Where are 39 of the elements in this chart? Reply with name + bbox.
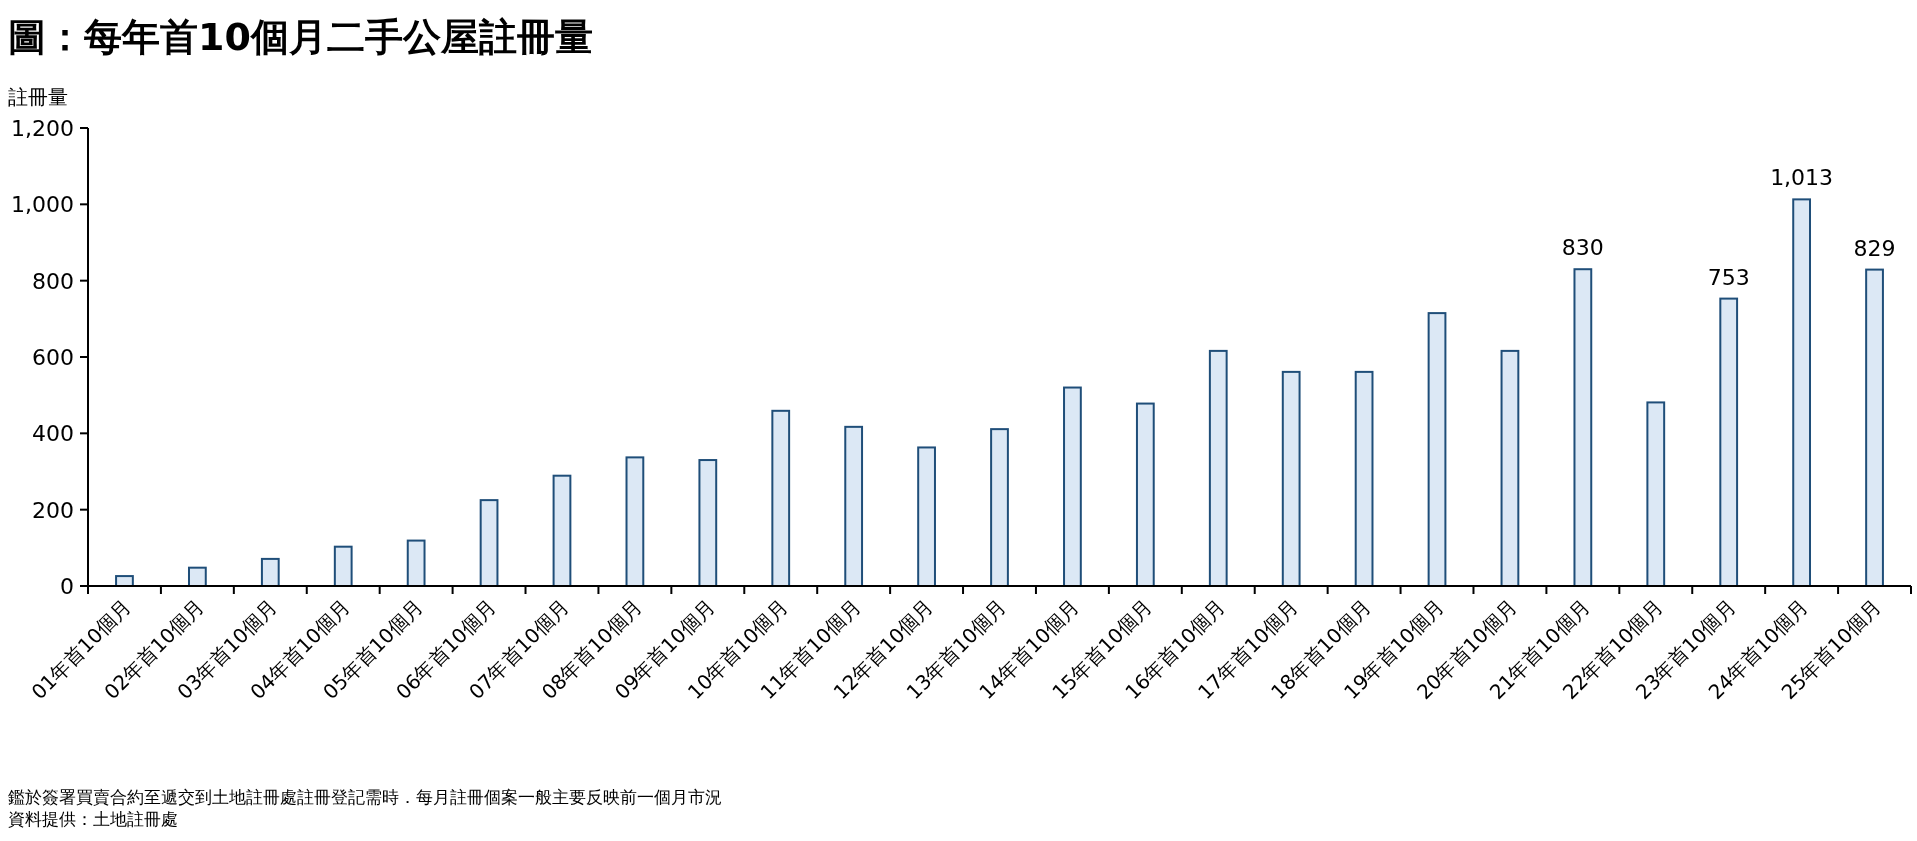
bar — [844, 425, 864, 587]
bar — [1208, 349, 1228, 587]
text: 資料提供：土地註冊處 — [8, 809, 178, 829]
y-tick-label: 800 — [32, 268, 74, 294]
bar — [1427, 312, 1447, 587]
bar — [1865, 268, 1884, 587]
bar — [698, 459, 718, 587]
bar — [1719, 297, 1739, 587]
bar — [1354, 370, 1374, 587]
bar — [1281, 370, 1301, 587]
y-tick-label: 1,000 — [11, 192, 74, 218]
y-tick-label: 200 — [32, 497, 74, 523]
bar — [917, 446, 936, 587]
bar — [1135, 402, 1155, 587]
data-label: 830 — [1561, 235, 1604, 261]
bar — [1063, 386, 1082, 587]
bar — [1573, 268, 1593, 587]
bar — [1792, 198, 1811, 587]
data-label: 1,013 — [1770, 165, 1834, 191]
bar — [990, 428, 1009, 587]
y-axis-title: 註冊量 — [8, 85, 68, 109]
bar — [1646, 401, 1666, 587]
y-tick-label: 400 — [32, 421, 74, 447]
y-tick-label: 0 — [60, 574, 74, 599]
bar — [260, 557, 280, 587]
y-tick-label: 600 — [32, 345, 74, 370]
bar — [333, 545, 353, 587]
data-label: 753 — [1707, 264, 1750, 290]
data-label: 829 — [1853, 235, 1896, 261]
bar — [552, 474, 572, 587]
bar — [479, 499, 499, 587]
bar — [771, 409, 791, 587]
bar — [406, 539, 426, 587]
text: 鑑於簽署買賣合約至遞交到土地註冊處註冊登記需時．每月註冊個案一般主要反映前一個月市況 — [8, 787, 722, 807]
bar — [187, 566, 207, 587]
y-tick-label: 1,200 — [11, 116, 74, 141]
bar — [1500, 349, 1520, 587]
chart-title: 圖：每年首10個月二手公屋註冊量 — [8, 15, 593, 59]
bar — [625, 456, 645, 587]
